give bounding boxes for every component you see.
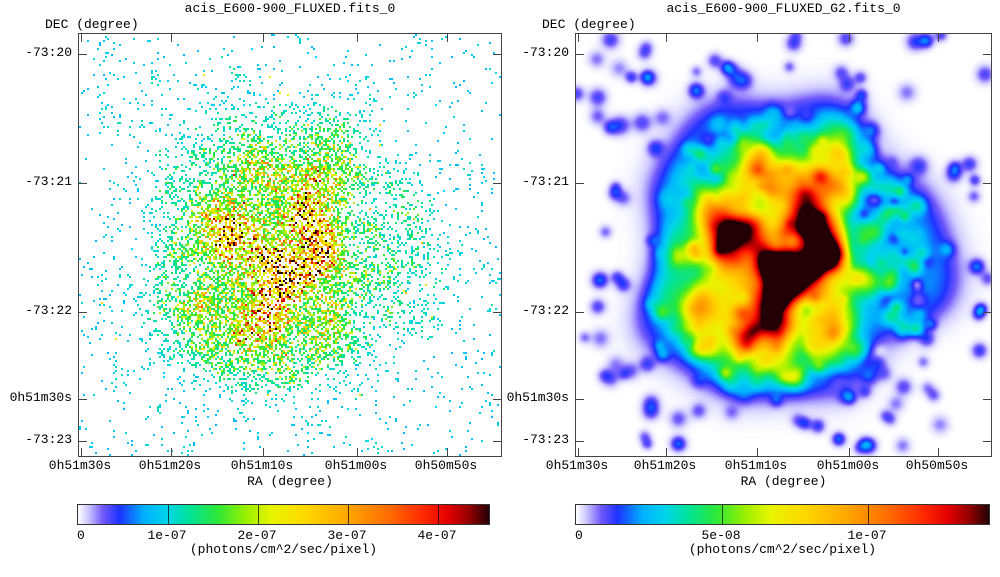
axis-tick (576, 54, 584, 55)
y-tick-label: 0h51m30s (506, 390, 569, 405)
y-tick-label: -73:23 (522, 432, 569, 447)
colorbar-tick (868, 505, 869, 524)
axis-tick (757, 34, 758, 42)
axis-tick (576, 312, 584, 313)
axis-tick (757, 448, 758, 456)
sky-image-canvas (576, 34, 991, 456)
dec-axis-label: DEC (degree) (542, 17, 636, 32)
colorbar-tick-label: 4e-07 (417, 528, 457, 543)
colorbar-tick-label: 2e-07 (237, 528, 277, 543)
colorbar-tick-label: 3e-07 (327, 528, 367, 543)
x-tick-label: 0h51m00s (324, 458, 388, 473)
axis-tick (576, 441, 584, 442)
axis-tick (493, 183, 501, 184)
colorbar-tick-label: 5e-08 (701, 528, 741, 543)
axis-tick (983, 441, 991, 442)
x-tick-label: 0h51m30s (545, 458, 609, 473)
y-tick-label: -73:23 (25, 432, 72, 447)
axis-tick (493, 312, 501, 313)
x-tick-label: 0h51m20s (138, 458, 202, 473)
axis-tick (79, 399, 87, 400)
axis-tick (81, 448, 82, 456)
ra-axis-label: RA (degree) (247, 474, 333, 489)
axis-tick (171, 448, 172, 456)
colorbar-tick (168, 505, 169, 524)
colorbar-tick (258, 505, 259, 524)
plot-frame (575, 33, 992, 457)
axis-tick (79, 312, 87, 313)
axis-tick (666, 448, 667, 456)
axis-tick (666, 34, 667, 42)
y-tick-label: -73:20 (522, 45, 569, 60)
colorbar-tick (348, 505, 349, 524)
axis-tick (493, 54, 501, 55)
axis-tick (493, 441, 501, 442)
y-tick-label: -73:21 (522, 174, 569, 189)
x-tick-label: 0h50m50s (414, 458, 478, 473)
x-tick-label: 0h50m50s (905, 458, 969, 473)
axis-tick (357, 34, 358, 42)
colorbar-tick-label: 1e-07 (147, 528, 187, 543)
axis-tick (983, 399, 991, 400)
axis-tick (171, 34, 172, 42)
colorbar-tick (722, 505, 723, 524)
axis-tick (983, 54, 991, 55)
y-tick-label: 0h51m30s (9, 390, 72, 405)
axis-tick (983, 312, 991, 313)
axis-tick (983, 183, 991, 184)
colorbar-unit-label: (photons/cm^2/sec/pixel) (688, 542, 877, 557)
y-tick-label: -73:21 (25, 174, 72, 189)
y-tick-label: -73:22 (25, 303, 72, 318)
x-tick-label: 0h51m10s (724, 458, 788, 473)
axis-tick (578, 448, 579, 456)
axis-tick (447, 448, 448, 456)
panel-title: acis_E600-900_FLUXED.fits_0 (184, 1, 396, 16)
dec-axis-label: DEC (degree) (45, 17, 139, 32)
axis-tick (263, 34, 264, 42)
axis-tick (576, 399, 584, 400)
colorbar-tick-label: 0 (575, 528, 583, 543)
plot-frame (78, 33, 502, 457)
x-tick-label: 0h51m20s (633, 458, 697, 473)
axis-tick (493, 399, 501, 400)
sky-image-canvas (79, 34, 501, 456)
axis-tick (938, 448, 939, 456)
colorbar-tick-label: 0 (77, 528, 85, 543)
y-tick-label: -73:22 (522, 303, 569, 318)
colorbar-tick-label: 1e-07 (847, 528, 887, 543)
axis-tick (447, 34, 448, 42)
colorbar (77, 504, 490, 525)
axis-tick (849, 448, 850, 456)
ra-axis-label: RA (degree) (740, 474, 827, 489)
y-tick-label: -73:20 (25, 45, 72, 60)
colorbar-unit-label: (photons/cm^2/sec/pixel) (189, 542, 378, 557)
axis-tick (938, 34, 939, 42)
colorbar (575, 504, 990, 525)
axis-tick (576, 183, 584, 184)
axis-tick (79, 54, 87, 55)
axis-tick (357, 448, 358, 456)
x-tick-label: 0h51m10s (230, 458, 294, 473)
axis-tick (79, 441, 87, 442)
axis-tick (578, 34, 579, 42)
axis-tick (81, 34, 82, 42)
axis-tick (849, 34, 850, 42)
x-tick-label: 0h51m30s (48, 458, 112, 473)
axis-tick (263, 448, 264, 456)
x-tick-label: 0h51m00s (816, 458, 880, 473)
colorbar-tick (438, 505, 439, 524)
panel-title: acis_E600-900_FLUXED_G2.fits_0 (666, 1, 901, 16)
axis-tick (79, 183, 87, 184)
